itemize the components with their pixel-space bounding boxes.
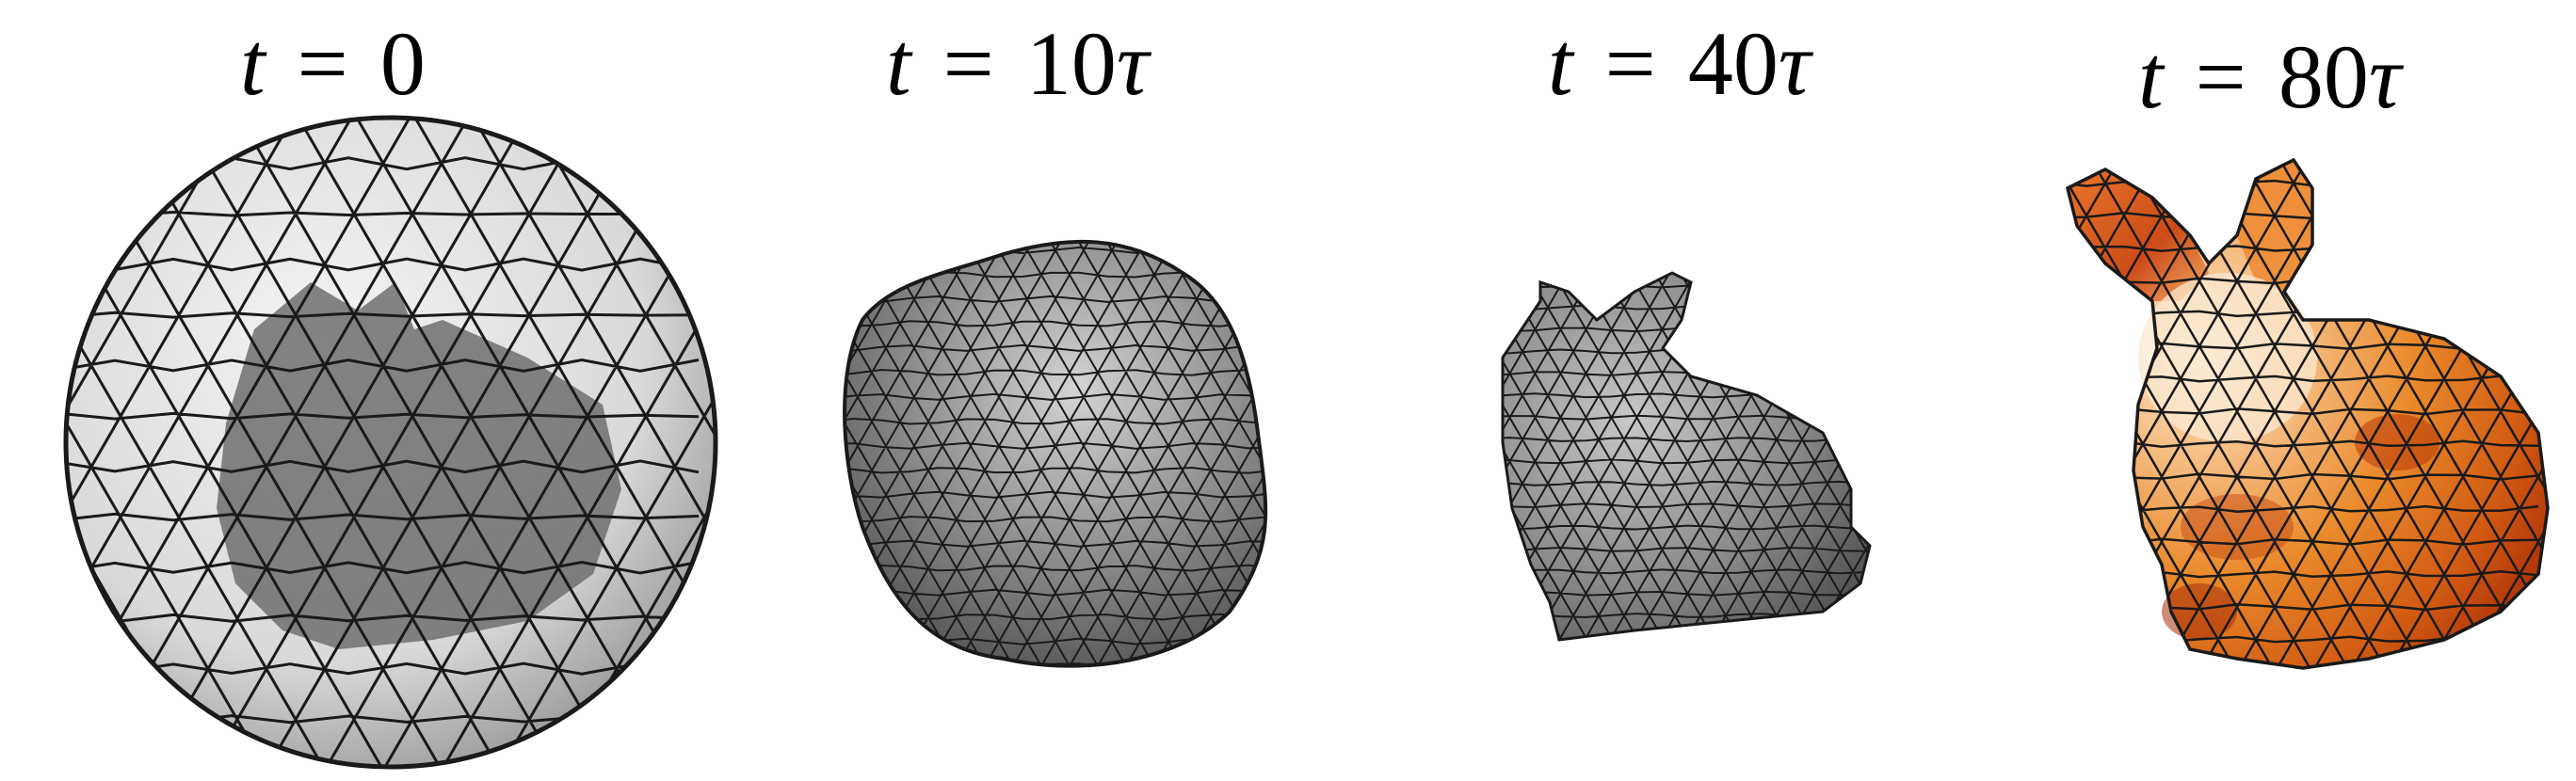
- sphere-mesh-figure: [63, 115, 718, 770]
- head-highlight: [2138, 273, 2317, 442]
- time-label-t10: t = 10τ: [787, 8, 1545, 120]
- left-ear: [2068, 169, 2209, 301]
- sphere-mesh-lines: [66, 118, 716, 767]
- time-value: 0: [379, 13, 426, 114]
- equals-sign: =: [1604, 13, 1656, 114]
- small-bunny-mesh-lines: [1503, 273, 1870, 640]
- time-var: t: [240, 13, 266, 114]
- equals-sign: =: [2195, 26, 2246, 127]
- tau-symbol: τ: [2368, 26, 2402, 127]
- orange-bunny-mesh-lines: [2068, 160, 2548, 668]
- time-var: t: [886, 13, 911, 114]
- shadow-accent-3: [2162, 583, 2237, 640]
- time-label-t0: t = 0: [0, 8, 1027, 120]
- panel-t40: t = 40τ: [1446, 0, 2049, 781]
- time-label-t40: t = 40τ: [1446, 8, 2150, 120]
- time-value: 10: [1025, 13, 1117, 114]
- small-bunny-mesh-figure: [1501, 271, 1872, 642]
- time-var: t: [2138, 26, 2164, 127]
- tau-symbol: τ: [1778, 13, 1811, 114]
- blob-mesh-lines: [845, 241, 1266, 666]
- orange-bunny-mesh-figure: [2065, 157, 2550, 670]
- panel-t10: t = 10τ: [787, 0, 1446, 781]
- tau-symbol: τ: [1116, 13, 1150, 114]
- time-label-t80: t = 80τ: [2049, 8, 2576, 134]
- shadow-accent-2: [2181, 494, 2294, 560]
- time-var: t: [1548, 13, 1573, 114]
- panel-t80: t = 80τ: [2049, 0, 2576, 781]
- panel-t0: t = 0: [0, 0, 787, 781]
- time-value: 40: [1687, 13, 1779, 114]
- time-value: 80: [2278, 26, 2369, 127]
- blob-mesh-figure: [843, 239, 1268, 668]
- equals-sign: =: [297, 13, 348, 114]
- right-ear: [2237, 160, 2312, 292]
- equals-sign: =: [942, 13, 994, 114]
